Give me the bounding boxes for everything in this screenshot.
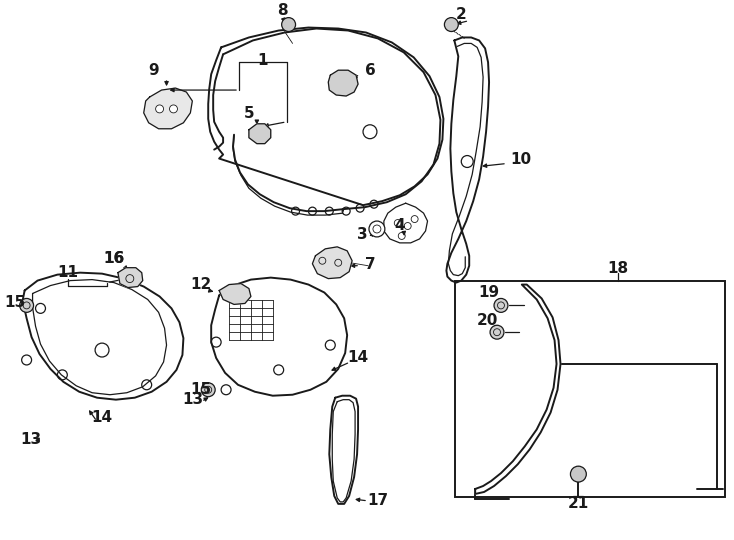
Circle shape (494, 299, 508, 312)
Circle shape (156, 105, 164, 113)
Text: 17: 17 (367, 494, 388, 508)
Polygon shape (118, 268, 142, 287)
Polygon shape (313, 247, 352, 279)
Text: 15: 15 (4, 295, 25, 310)
Text: 21: 21 (568, 496, 589, 511)
Polygon shape (23, 273, 184, 400)
Text: 2: 2 (456, 7, 467, 22)
Text: 10: 10 (510, 152, 531, 167)
Circle shape (570, 466, 586, 482)
Polygon shape (328, 70, 358, 96)
Polygon shape (219, 284, 251, 305)
Text: 8: 8 (277, 3, 288, 18)
Text: 19: 19 (479, 285, 500, 300)
Text: 15: 15 (191, 382, 212, 397)
Text: 1: 1 (258, 53, 268, 68)
Text: 16: 16 (103, 251, 125, 266)
Circle shape (444, 18, 458, 31)
Circle shape (369, 221, 385, 237)
Circle shape (20, 299, 34, 312)
Polygon shape (384, 203, 427, 243)
Text: 13: 13 (183, 392, 204, 407)
Bar (455, 281, 725, 497)
Polygon shape (208, 28, 443, 205)
Text: 20: 20 (476, 313, 498, 328)
Text: 13: 13 (20, 432, 41, 447)
Polygon shape (211, 278, 347, 396)
Polygon shape (144, 88, 192, 129)
Polygon shape (330, 396, 358, 504)
Circle shape (201, 383, 215, 397)
Text: 11: 11 (58, 265, 79, 280)
Text: 3: 3 (357, 227, 367, 242)
Polygon shape (249, 124, 271, 144)
Text: 6: 6 (365, 63, 375, 78)
Circle shape (490, 325, 504, 339)
Text: 5: 5 (244, 106, 254, 122)
Text: 14: 14 (92, 410, 112, 425)
Text: 12: 12 (191, 277, 212, 292)
Text: 7: 7 (365, 257, 375, 272)
Circle shape (170, 105, 178, 113)
Polygon shape (446, 37, 489, 282)
Text: 14: 14 (347, 350, 368, 366)
Text: 16: 16 (103, 251, 125, 266)
Circle shape (282, 18, 296, 31)
Polygon shape (475, 285, 561, 494)
Text: 9: 9 (148, 63, 159, 78)
Text: 4: 4 (394, 218, 405, 233)
Text: 18: 18 (608, 261, 628, 276)
